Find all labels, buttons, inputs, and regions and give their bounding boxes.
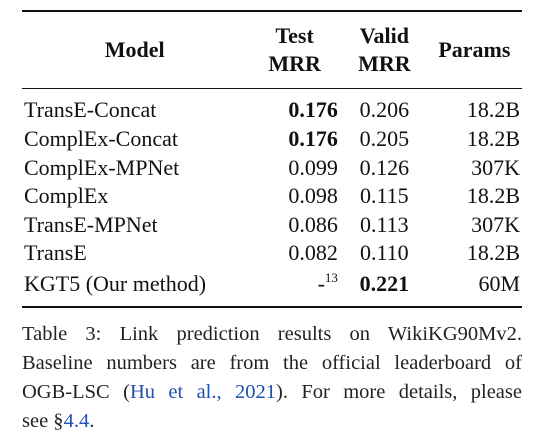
caption-line: Table 3: Link prediction results on Wiki… <box>22 323 522 345</box>
cell-params: 18.2B <box>466 126 520 152</box>
caption-line: see §4.4. <box>22 407 522 436</box>
cell-test-mrr-value: - <box>317 270 325 296</box>
header-valid-line1: Valid <box>359 23 410 48</box>
table-row: KGT5 (Our method) -13 0.221 60M <box>22 268 522 307</box>
table-caption: Table 3: Link prediction results on Wiki… <box>22 320 522 436</box>
cell-test-mrr: 0.176 <box>288 126 338 152</box>
citation-link[interactable]: Hu et al., 2021 <box>129 381 277 403</box>
caption-line: Baseline numbers are from the official l… <box>22 352 522 374</box>
cell-valid-mrr: 0.113 <box>360 211 409 237</box>
cell-valid-mrr: 0.206 <box>359 97 410 122</box>
caption-text: ). For more details, please <box>276 381 522 403</box>
caption-text: . <box>89 410 95 432</box>
cell-model: TransE-Concat <box>24 97 157 122</box>
caption-text: see § <box>22 410 64 432</box>
cell-params: 18.2B <box>466 97 520 122</box>
cell-params: 18.2B <box>466 183 520 209</box>
cell-test-mrr: 0.086 <box>288 211 338 237</box>
cell-valid-mrr: 0.115 <box>360 183 409 209</box>
table-row: ComplEx 0.098 0.115 18.2B <box>22 182 522 211</box>
cell-params: 60M <box>478 270 520 296</box>
cell-test-mrr: -13 <box>247 268 342 307</box>
cell-params: 307K <box>471 211 520 237</box>
cell-test-mrr: 0.082 <box>288 240 338 266</box>
cell-model: TransE <box>24 240 87 266</box>
cell-valid-mrr: 0.126 <box>359 154 410 180</box>
table-row: TransE-Concat 0.176 0.206 18.2B <box>22 89 522 126</box>
cell-valid-mrr: 0.205 <box>359 126 410 152</box>
cell-params: 307K <box>471 154 520 180</box>
header-test-line1: Test <box>275 23 314 48</box>
section-link[interactable]: 4.4 <box>63 410 90 432</box>
table-row: ComplEx-Concat 0.176 0.205 18.2B <box>22 125 522 154</box>
cell-model: TransE-MPNet <box>24 211 158 237</box>
caption-line: OGB-LSC (Hu et al., 2021). For more deta… <box>22 378 522 407</box>
table-row: ComplEx-MPNet 0.099 0.126 307K <box>22 154 522 183</box>
header-valid-mrr: Valid MRR <box>342 11 427 89</box>
header-model: Model <box>104 37 165 62</box>
table-header-row: Model Test MRR Valid MRR Params <box>22 11 522 89</box>
header-params: Params <box>438 37 511 62</box>
table-row: TransE 0.082 0.110 18.2B <box>22 239 522 268</box>
header-valid-line2: MRR <box>358 51 411 76</box>
cell-valid-mrr: 0.110 <box>360 240 409 266</box>
footnote-marker: 13 <box>324 269 338 285</box>
cell-valid-mrr: 0.221 <box>359 270 410 296</box>
cell-model: ComplEx-Concat <box>24 126 178 152</box>
caption-text: OGB-LSC ( <box>22 381 130 403</box>
cell-test-mrr: 0.099 <box>288 154 338 180</box>
cell-test-mrr: 0.098 <box>288 183 338 209</box>
results-table-container: Model Test MRR Valid MRR Params TransE-C… <box>22 10 522 308</box>
cell-model: KGT5 (Our method) <box>24 270 207 296</box>
header-test-mrr: Test MRR <box>247 11 342 89</box>
cell-model: ComplEx-MPNet <box>24 154 180 180</box>
cell-params: 18.2B <box>466 240 520 266</box>
cell-test-mrr: 0.176 <box>288 97 338 122</box>
results-table: Model Test MRR Valid MRR Params TransE-C… <box>22 10 522 308</box>
header-test-line2: MRR <box>268 51 321 76</box>
table-row: TransE-MPNet 0.086 0.113 307K <box>22 211 522 240</box>
cell-model: ComplEx <box>24 183 109 209</box>
